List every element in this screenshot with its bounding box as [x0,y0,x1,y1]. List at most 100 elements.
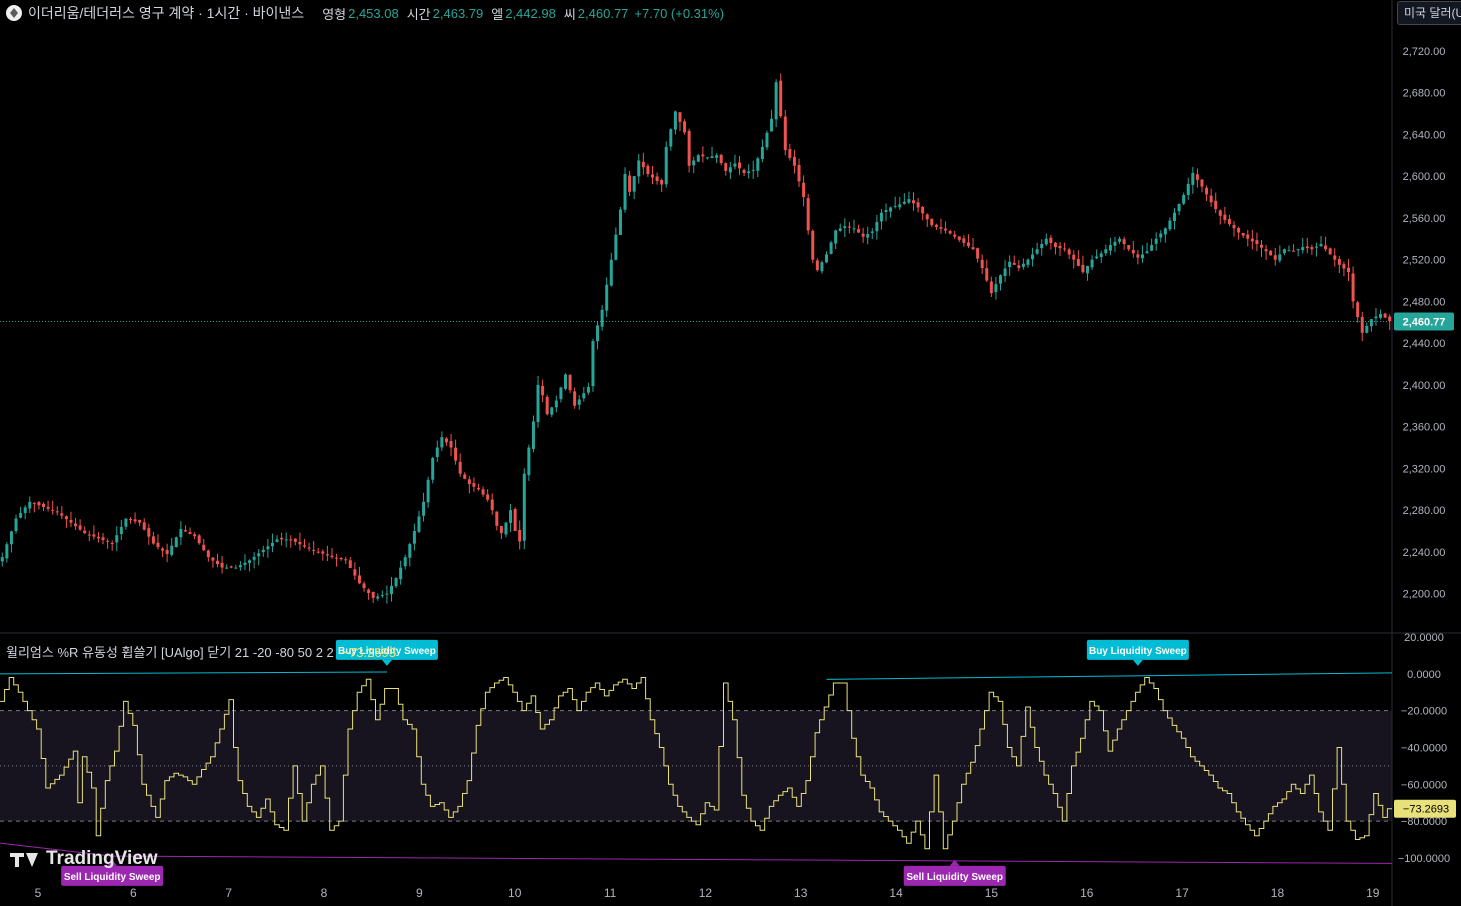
candle-down [357,575,361,584]
indicator-last-value: −73.2693 [341,645,397,660]
sweep-label-box [903,865,1006,886]
candle-down [472,483,476,487]
candle-up [829,242,833,254]
candle-down [344,559,348,561]
candle-up [715,155,719,158]
candle-up [261,549,265,553]
candle-up [834,230,838,244]
candle-down [129,518,132,520]
candle-up [1177,203,1181,212]
candle-up [879,212,883,222]
last-price-badge [1394,312,1454,331]
sweep-label-text: Sell Liquidity Sweep [906,872,1003,883]
candle-down [197,535,201,544]
candle-up [902,201,906,204]
candle-up [756,158,760,171]
buy-sweep-line [0,671,387,675]
candle-up [115,535,119,543]
currency-button[interactable]: 미국 달러(U [1397,1,1461,25]
candle-up [243,562,247,566]
candle-down [966,242,970,247]
candle-up [266,546,270,550]
candle-up [1104,249,1108,254]
sweep-label-box [1086,639,1189,660]
candle-down [101,537,105,541]
wr-axis-tick: −80.0000 [1401,816,1447,828]
time-axis-tick: 7 [225,886,232,900]
candle-up [774,82,778,120]
candle-down [1053,242,1057,248]
candle-down [655,176,659,182]
candle-up [390,585,393,595]
sweep-label-pointer [107,859,118,866]
candle-down [229,566,233,568]
candle-up [124,518,128,527]
candle-up [1095,256,1099,259]
candle-up [870,231,874,233]
candle-up [408,544,412,558]
wr-axis-tick: −100.0000 [1398,853,1450,865]
candle-down [724,163,728,171]
candle-up [1140,254,1144,259]
candle-down [944,228,948,231]
candle-up [435,447,439,457]
candle-down [742,169,746,174]
candle-up [907,199,911,203]
candle-down [96,536,100,539]
candle-down [1205,187,1209,195]
candle-down [477,488,480,490]
candle-up [1301,247,1305,251]
candle-down [1076,258,1080,266]
candle-up [1365,325,1369,333]
candle-up [1173,212,1176,222]
candle-down [545,396,549,415]
price-axis-tick: 2,480.00 [1403,296,1446,308]
symbol-title[interactable]: 이더리움/테더러스 영구 계약 · 1시간 · 바이낸스 [28,5,305,21]
candle-down [1136,254,1140,258]
candle-up [9,531,13,545]
candle-down [948,231,952,234]
candle-down [651,174,654,178]
candle-up [179,528,183,538]
sweep-label-text: Sell Liquidity Sweep [64,872,161,883]
candle-down [293,538,297,542]
candle-down [106,540,110,542]
candle-down [133,519,137,522]
candle-up [582,393,586,399]
candle-up [270,542,274,547]
candle-down [1017,265,1021,268]
candle-up [527,447,531,476]
candle-down [51,509,55,511]
candle-down [971,247,975,250]
candle-down [64,516,68,520]
candle-down [280,537,284,540]
candle-up [765,132,769,148]
indicator-legend[interactable]: 윌리엄스 %R 유동성 휩쓸기 [UAlgo] 닫기 21 -20 -80 50… [6,642,396,661]
candle-down [202,544,206,551]
candle-down [211,557,215,561]
price-axis-tick: 2,360.00 [1403,422,1446,434]
candle-down [719,154,723,164]
candle-up [376,596,380,599]
candle-down [1310,247,1314,250]
candle-down [1328,248,1332,255]
sweep-label-text: Buy Liquidity Sweep [1089,646,1187,657]
candle-down [1246,234,1250,239]
candle-up [1108,245,1112,251]
candle-down [74,523,78,527]
candle-down [362,583,366,589]
buy-sweep-line [826,672,1393,680]
candle-down [641,161,645,168]
candle-up [618,209,622,235]
candle-up [1159,233,1163,238]
candle-up [838,228,842,231]
candle-down [683,121,687,133]
candle-up [875,222,879,232]
candle-up [1154,238,1158,244]
candle-down [1072,254,1076,260]
candle-up [760,146,764,160]
candle-up [1374,316,1378,319]
candle-up [733,163,737,167]
candle-up [820,262,824,272]
